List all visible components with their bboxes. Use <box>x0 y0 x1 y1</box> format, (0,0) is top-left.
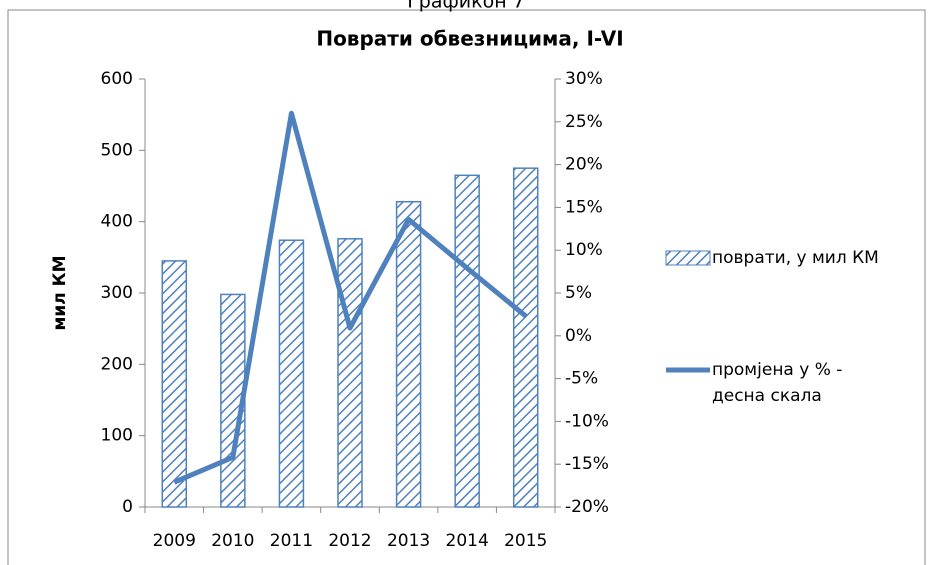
x-tick-label: 2015 <box>504 531 547 551</box>
y-axis-label: мил КМ <box>50 256 70 331</box>
bar <box>512 167 539 508</box>
x-tick-label: 2011 <box>270 531 313 551</box>
bar <box>278 239 305 508</box>
y2-tick-label: 20% <box>565 155 603 175</box>
y2-tick-label: 10% <box>565 240 603 260</box>
y2-tick-label: 5% <box>565 283 592 303</box>
y-tick-label: 200 <box>101 354 133 374</box>
x-tick-label: 2010 <box>211 531 254 551</box>
y2-tick-label: 25% <box>565 112 603 132</box>
y-tick-label: 600 <box>101 69 133 89</box>
y2-tick-label: -5% <box>565 369 598 389</box>
legend-label: промјена у % - десна скала <box>712 360 843 406</box>
line <box>173 110 528 485</box>
x-tick-label: 2012 <box>328 531 371 551</box>
bar <box>454 174 480 508</box>
y2-tick-label: 30% <box>565 69 603 89</box>
y2-tick-label: 15% <box>565 197 603 217</box>
bar <box>161 260 188 508</box>
y-tick-label: 300 <box>101 283 133 303</box>
x-tick-label: 2009 <box>153 531 196 551</box>
x-tick-label: 2013 <box>387 531 430 551</box>
y2-tick-label: -10% <box>565 411 609 431</box>
y-tick-label: 500 <box>101 140 133 160</box>
legend-swatch <box>665 250 711 266</box>
y2-tick-label: 0% <box>565 326 592 346</box>
y2-tick-label: -15% <box>565 454 609 474</box>
y-tick-label: 0 <box>122 497 133 517</box>
chart-title: Поврати обвезницима, I-VI <box>316 27 623 51</box>
y-tick-label: 400 <box>101 212 133 232</box>
bar <box>395 200 422 508</box>
x-tick-label: 2014 <box>446 531 489 551</box>
bar <box>337 238 363 508</box>
y2-tick-label: -20% <box>565 497 609 517</box>
y-tick-label: 100 <box>101 426 133 446</box>
caption: Графикон 7 <box>407 0 525 13</box>
legend-label: поврати, у мил КМ <box>712 248 879 268</box>
